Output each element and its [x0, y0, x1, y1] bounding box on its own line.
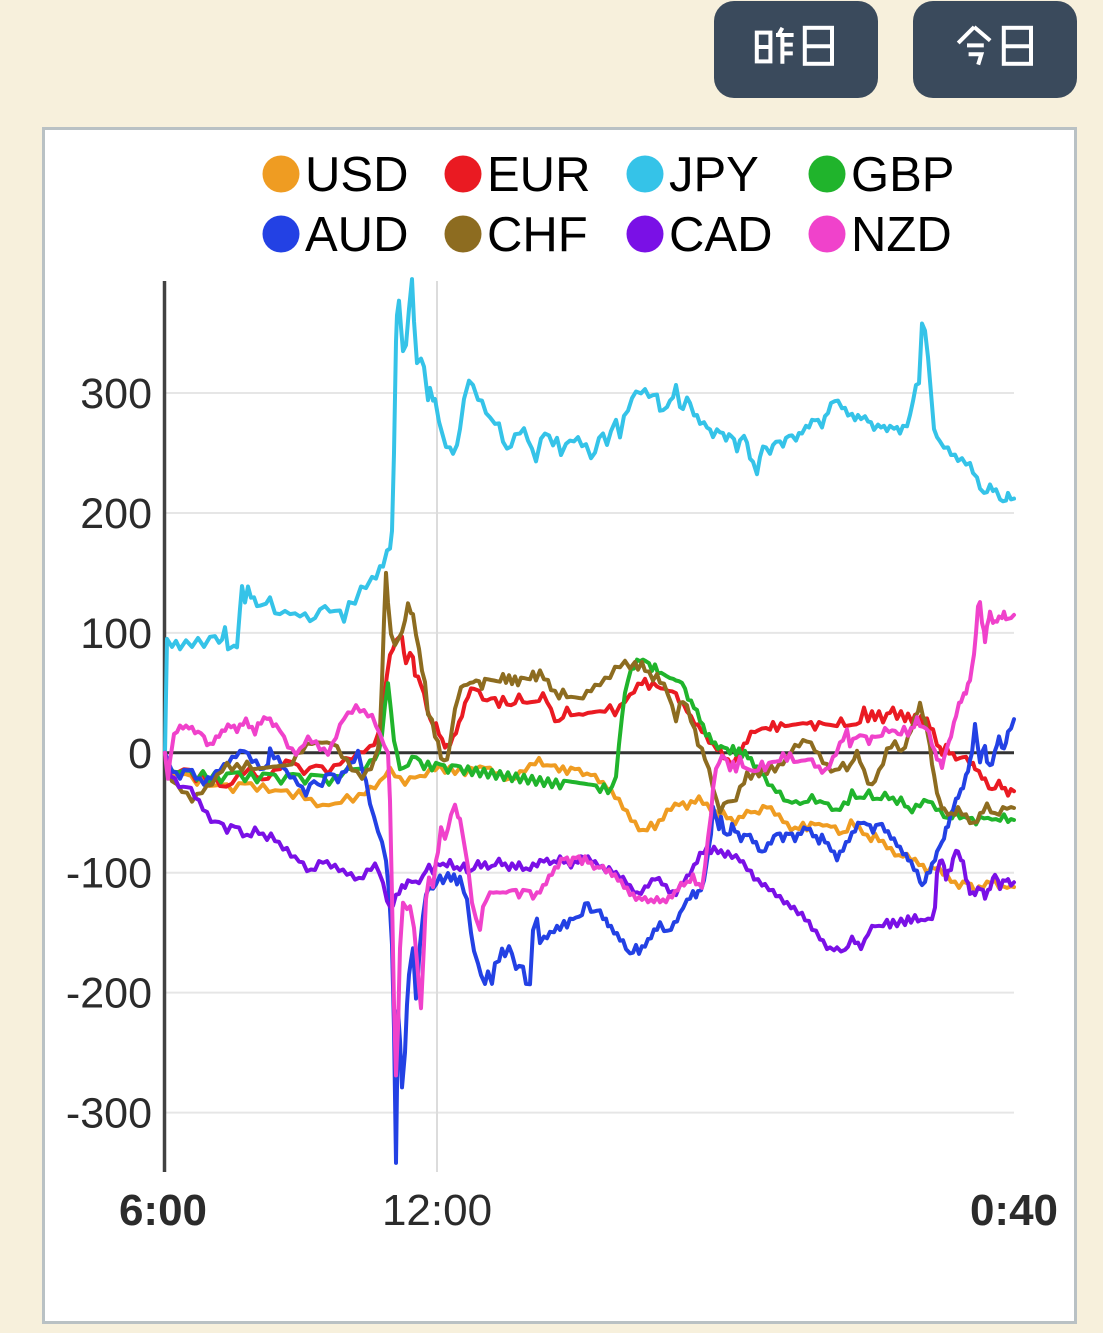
- svg-text:NZD: NZD: [851, 208, 952, 262]
- svg-text:USD: USD: [305, 148, 408, 202]
- svg-text:CAD: CAD: [669, 208, 772, 262]
- svg-text:AUD: AUD: [305, 208, 408, 262]
- svg-text:-300: -300: [66, 1090, 152, 1138]
- svg-text:0:40: 0:40: [970, 1186, 1058, 1235]
- svg-text:100: 100: [80, 610, 152, 658]
- svg-text:CHF: CHF: [487, 208, 588, 262]
- svg-text:-200: -200: [66, 970, 152, 1018]
- svg-text:JPY: JPY: [669, 148, 759, 202]
- svg-text:GBP: GBP: [851, 148, 954, 202]
- svg-text:6:00: 6:00: [119, 1186, 207, 1235]
- svg-text:12:00: 12:00: [382, 1186, 492, 1235]
- svg-text:200: 200: [80, 490, 152, 538]
- svg-text:300: 300: [80, 370, 152, 418]
- svg-text:EUR: EUR: [487, 148, 590, 202]
- svg-text:0: 0: [128, 730, 152, 778]
- svg-text:-100: -100: [66, 850, 152, 898]
